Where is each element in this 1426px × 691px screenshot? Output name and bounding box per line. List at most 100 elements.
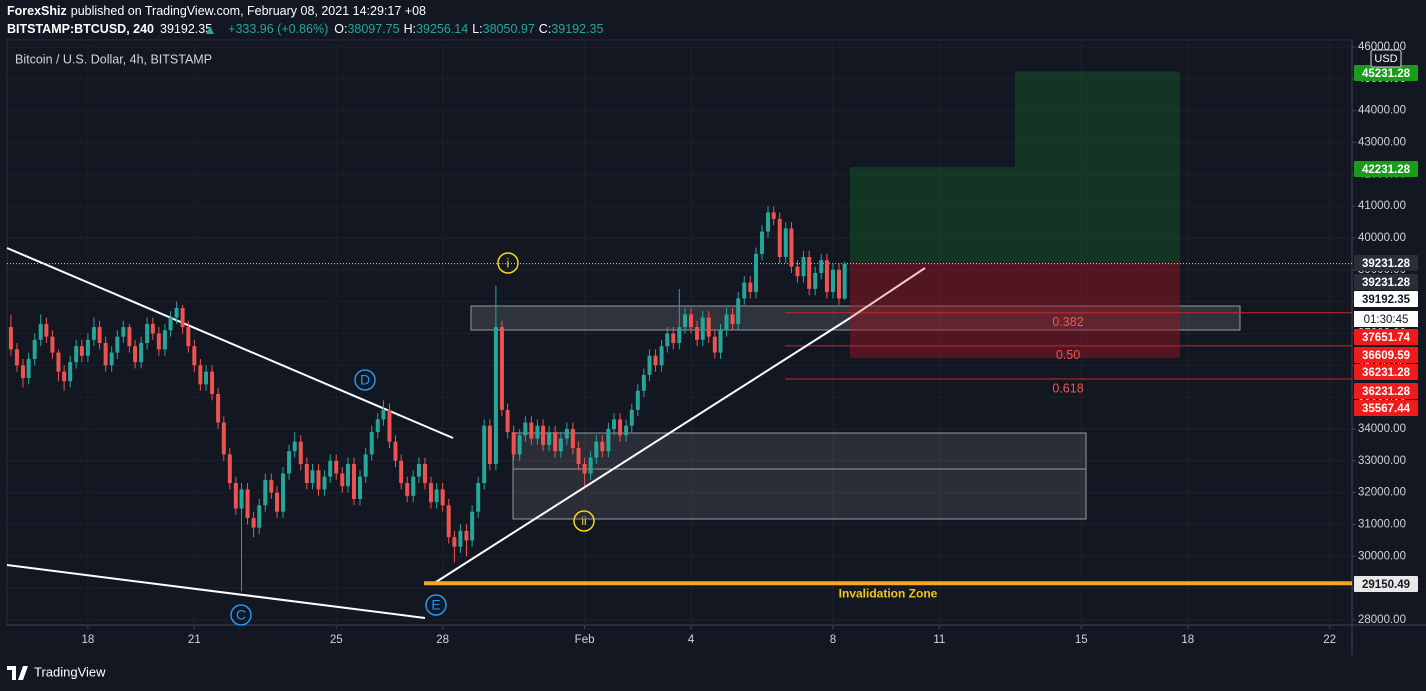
wave-circle — [354, 369, 376, 391]
header-line: BITSTAMP:BTCUSD, 240 39192.35 +333.96 (+0.… — [7, 22, 603, 36]
ohlc-label: L: — [472, 22, 482, 36]
y-tick-label: 31000.00 — [1358, 518, 1406, 530]
candle-body — [239, 489, 244, 509]
candle-body — [145, 323, 150, 344]
candle-body — [62, 371, 67, 382]
candle-body — [281, 473, 286, 512]
x-tick-label: 8 — [830, 634, 836, 646]
candle-body — [464, 530, 469, 541]
logo-icon — [7, 666, 28, 680]
candle-body — [85, 339, 90, 356]
candle-body — [505, 409, 510, 433]
candle-body — [381, 409, 386, 420]
price-tag-label: 39231.28 — [1362, 258, 1411, 270]
candle-body — [257, 505, 262, 528]
price-tag-label: 29150.49 — [1362, 579, 1410, 591]
candle-body — [600, 441, 605, 452]
trend-line — [6, 564, 426, 619]
candle-body — [251, 518, 256, 528]
candle-body — [553, 432, 558, 452]
y-tick-label: 43000.00 — [1358, 137, 1406, 149]
candle-body — [428, 483, 433, 503]
wave-label: D — [360, 372, 370, 388]
candle-body — [618, 419, 623, 436]
zone-box — [470, 305, 1241, 331]
candle-body — [564, 428, 569, 439]
candle-body — [689, 314, 694, 328]
currency: USD — [1374, 53, 1397, 65]
brand: TradingView — [34, 664, 106, 679]
candle-body — [186, 327, 191, 347]
candle-body — [594, 441, 599, 458]
candle-body — [162, 330, 167, 350]
candle-body — [499, 327, 504, 410]
wave-circle — [573, 510, 595, 532]
ohlc-value: 38097.75 — [347, 22, 399, 36]
candle-body — [653, 355, 658, 366]
candle-body — [547, 432, 552, 445]
price-tag — [1354, 255, 1418, 271]
candle-body — [777, 218, 782, 258]
candle-body — [434, 489, 439, 503]
candle-body — [570, 428, 575, 449]
ohlc-label: C: — [539, 22, 552, 36]
x-tick-label: 15 — [1075, 634, 1088, 646]
y-tick-label: 28000.00 — [1358, 614, 1406, 626]
candle-body — [487, 425, 492, 464]
wave-circle — [425, 594, 447, 616]
candle-body — [511, 432, 516, 455]
candle-body — [50, 336, 55, 353]
y-tick-label: 40000.00 — [1358, 232, 1406, 244]
candle-body — [624, 425, 629, 436]
candle-body — [56, 352, 61, 372]
invalidation-label: Invalidation Zone — [839, 586, 938, 600]
candle-body — [771, 212, 776, 219]
wave-circle — [230, 604, 252, 626]
candle-body — [588, 457, 593, 474]
fib-label: 0.50 — [1056, 348, 1080, 362]
candle-body — [824, 260, 829, 293]
candle-body — [659, 346, 664, 366]
candle-body — [700, 317, 705, 340]
candle-body — [310, 470, 315, 484]
candle-body — [245, 489, 250, 519]
candle-body — [103, 343, 108, 366]
timer: 01:30:45 — [1364, 314, 1409, 326]
candle-body — [121, 327, 126, 337]
candle-body — [819, 260, 824, 273]
candle-body — [198, 365, 203, 385]
candle-body — [26, 358, 31, 379]
published: published on TradingView.com, February 0… — [71, 4, 426, 18]
y-tick-label: 41000.00 — [1358, 200, 1406, 212]
x-tick-label: 18 — [81, 634, 94, 646]
timer-tag — [1354, 311, 1418, 327]
x-tick-label: 21 — [188, 634, 201, 646]
x-tick-label: Feb — [575, 634, 595, 646]
candle-body — [612, 419, 617, 429]
candle-body — [440, 489, 445, 506]
y-tick-label: 33000.00 — [1358, 455, 1406, 467]
trend-line — [6, 247, 454, 439]
candle-body — [68, 362, 73, 382]
candle-body — [411, 476, 416, 496]
price-tag — [1354, 291, 1418, 307]
candle-body — [393, 441, 398, 461]
candle-body — [706, 317, 711, 337]
fib-label: 0.382 — [1052, 315, 1083, 329]
candle-body — [298, 441, 303, 464]
candle-body — [91, 327, 96, 340]
candle-body — [115, 336, 120, 353]
y-tick-label: 34000.00 — [1358, 423, 1406, 435]
candle-body — [32, 339, 37, 359]
price-tag — [1354, 383, 1418, 399]
price-tag-label: 39192.35 — [1362, 294, 1411, 306]
ohlc-label: O: — [334, 22, 347, 36]
candle-body — [387, 409, 392, 442]
price-tag — [1354, 347, 1418, 363]
candle-body — [635, 390, 640, 410]
candle-body — [20, 365, 25, 379]
y-tick-label: 30000.00 — [1358, 550, 1406, 562]
candle-body — [127, 327, 132, 347]
target-zone — [850, 166, 1180, 263]
header-line: ForexShiz published on TradingView.com, F… — [7, 4, 426, 18]
